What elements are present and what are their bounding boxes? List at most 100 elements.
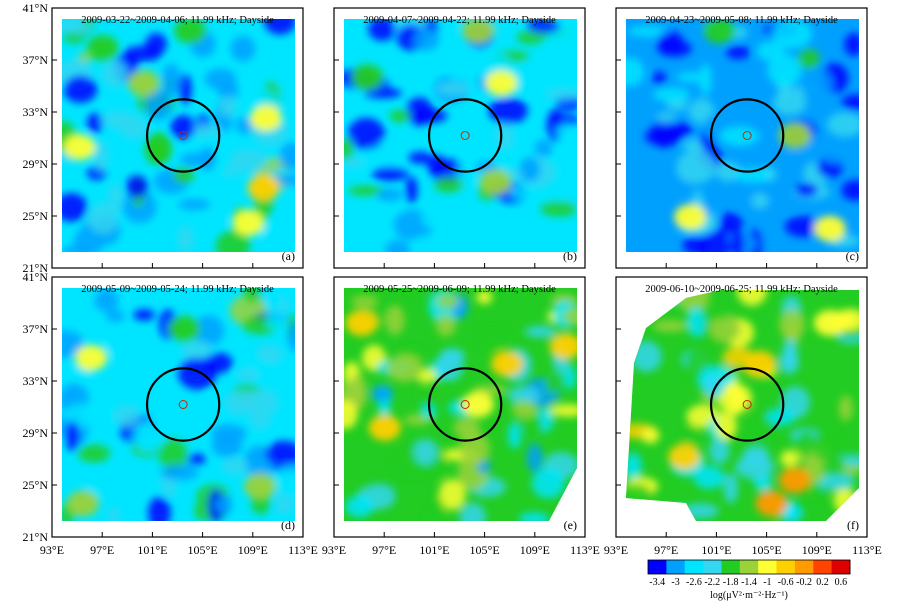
field-cell bbox=[148, 496, 171, 521]
anomaly-spot bbox=[67, 490, 99, 517]
colorbar-tick-label: 0.2 bbox=[816, 577, 829, 588]
panel-c: 2009-04-23~2009-05-08; 11.99 kHz; Daysid… bbox=[615, 7, 868, 269]
field-cell bbox=[656, 112, 676, 124]
field-cell bbox=[657, 31, 683, 51]
anomaly-spot bbox=[75, 344, 108, 371]
colorbar-segment bbox=[721, 560, 741, 574]
anomaly-spot bbox=[247, 174, 280, 201]
field-cell bbox=[137, 422, 157, 453]
panel-b: 2009-04-07~2009-04-22; 11.99 kHz; Daysid… bbox=[333, 7, 586, 269]
field-cell bbox=[563, 307, 577, 326]
panel-f: 2009-06-10~2009-06-25; 11.99 kHz; Daysid… bbox=[604, 276, 882, 557]
field-cell bbox=[652, 319, 688, 332]
panel-d: 2009-05-09~2009-05-24; 11.99 kHz; Daysid… bbox=[23, 270, 318, 557]
field-cell bbox=[666, 99, 689, 111]
panel-title: 2009-06-10~2009-06-25; 11.99 kHz; Daysid… bbox=[645, 284, 838, 295]
panel-title: 2009-03-22~2009-04-06; 11.99 kHz; Daysid… bbox=[81, 15, 274, 26]
field-cell bbox=[411, 233, 444, 252]
colorbar-segment bbox=[831, 560, 851, 574]
field-cell bbox=[522, 413, 543, 437]
field-cell bbox=[177, 225, 195, 252]
field-cell bbox=[795, 182, 819, 197]
epicenter-marker bbox=[460, 400, 470, 409]
colorbar-tick-label: 0.6 bbox=[835, 577, 848, 588]
data-field bbox=[626, 19, 859, 252]
field-cell bbox=[766, 197, 804, 210]
field-cell bbox=[556, 144, 577, 169]
anomaly-spot bbox=[668, 443, 701, 470]
colorbar-tick-label: -1.4 bbox=[741, 577, 757, 588]
colorbar-segment bbox=[739, 560, 759, 574]
field-cell bbox=[459, 432, 490, 466]
field-blobs bbox=[62, 288, 295, 521]
field-cell bbox=[509, 185, 536, 199]
x-tick-label: 101°E bbox=[137, 543, 167, 557]
colorbar-tick-label: -2.2 bbox=[704, 577, 720, 588]
field-cell bbox=[540, 200, 577, 217]
field-cell bbox=[819, 141, 850, 163]
field-cell bbox=[433, 177, 464, 193]
colorbar-tick-label: -0.6 bbox=[778, 577, 794, 588]
field-cell bbox=[112, 462, 146, 482]
x-tick-label: 101°E bbox=[419, 543, 449, 557]
y-tick-label: 33°N bbox=[23, 374, 49, 388]
y-tick-label: 37°N bbox=[23, 322, 49, 336]
field-cell bbox=[206, 393, 219, 418]
field-cell bbox=[544, 374, 562, 394]
data-field bbox=[62, 288, 295, 521]
panel-label: (e) bbox=[564, 518, 577, 532]
panel-label: (f) bbox=[847, 518, 859, 532]
field-cell bbox=[507, 386, 540, 405]
field-cell bbox=[65, 420, 80, 452]
field-cell bbox=[405, 176, 418, 204]
anomaly-spot bbox=[351, 64, 384, 91]
field-cell bbox=[556, 123, 574, 142]
field-cell bbox=[725, 45, 751, 60]
field-cell bbox=[361, 155, 376, 167]
field-cell bbox=[211, 424, 247, 444]
panel-label: (d) bbox=[281, 518, 295, 532]
field-cell bbox=[652, 71, 667, 85]
field-cell bbox=[715, 411, 737, 441]
field-cell bbox=[344, 495, 374, 518]
field-cell bbox=[767, 53, 802, 87]
field-cell bbox=[273, 174, 295, 186]
panel-label: (a) bbox=[282, 249, 295, 263]
anomaly-spot bbox=[63, 134, 96, 161]
anomaly-spot bbox=[778, 122, 811, 149]
anomaly-spot bbox=[86, 35, 119, 62]
colorbar-tick-label: -1 bbox=[763, 577, 771, 588]
field-cell bbox=[222, 167, 239, 178]
colorbar-segment bbox=[794, 560, 814, 574]
anomaly-spot bbox=[744, 350, 776, 377]
epicenter-marker bbox=[178, 131, 188, 140]
x-tick-label: 109°E bbox=[238, 543, 268, 557]
field-cell bbox=[78, 52, 91, 63]
x-tick-label: 93°E bbox=[322, 543, 346, 557]
field-cell bbox=[442, 207, 467, 223]
field-cell bbox=[249, 414, 271, 429]
field-cell bbox=[430, 497, 444, 511]
field-cell bbox=[224, 390, 256, 416]
colorbar-frame bbox=[647, 559, 851, 575]
field-cell bbox=[784, 216, 822, 237]
anomaly-spot bbox=[813, 215, 846, 242]
colorbar-segment bbox=[703, 560, 722, 574]
colorbar-segment bbox=[813, 560, 833, 574]
epicenter-circle bbox=[145, 367, 221, 442]
field-cell bbox=[172, 166, 195, 184]
anomaly-spot bbox=[462, 19, 494, 44]
field-cell bbox=[841, 179, 859, 201]
field-cell bbox=[158, 438, 188, 472]
x-tick-label: 97°E bbox=[372, 543, 396, 557]
x-tick-label: 105°E bbox=[188, 543, 218, 557]
field-cell bbox=[512, 400, 537, 419]
field-cell bbox=[421, 208, 437, 229]
field-cell bbox=[279, 142, 295, 171]
field-cell bbox=[368, 19, 397, 41]
field-cell bbox=[687, 306, 706, 338]
field-cell bbox=[782, 338, 798, 368]
field-cell bbox=[436, 294, 460, 309]
field-cell bbox=[477, 326, 509, 351]
